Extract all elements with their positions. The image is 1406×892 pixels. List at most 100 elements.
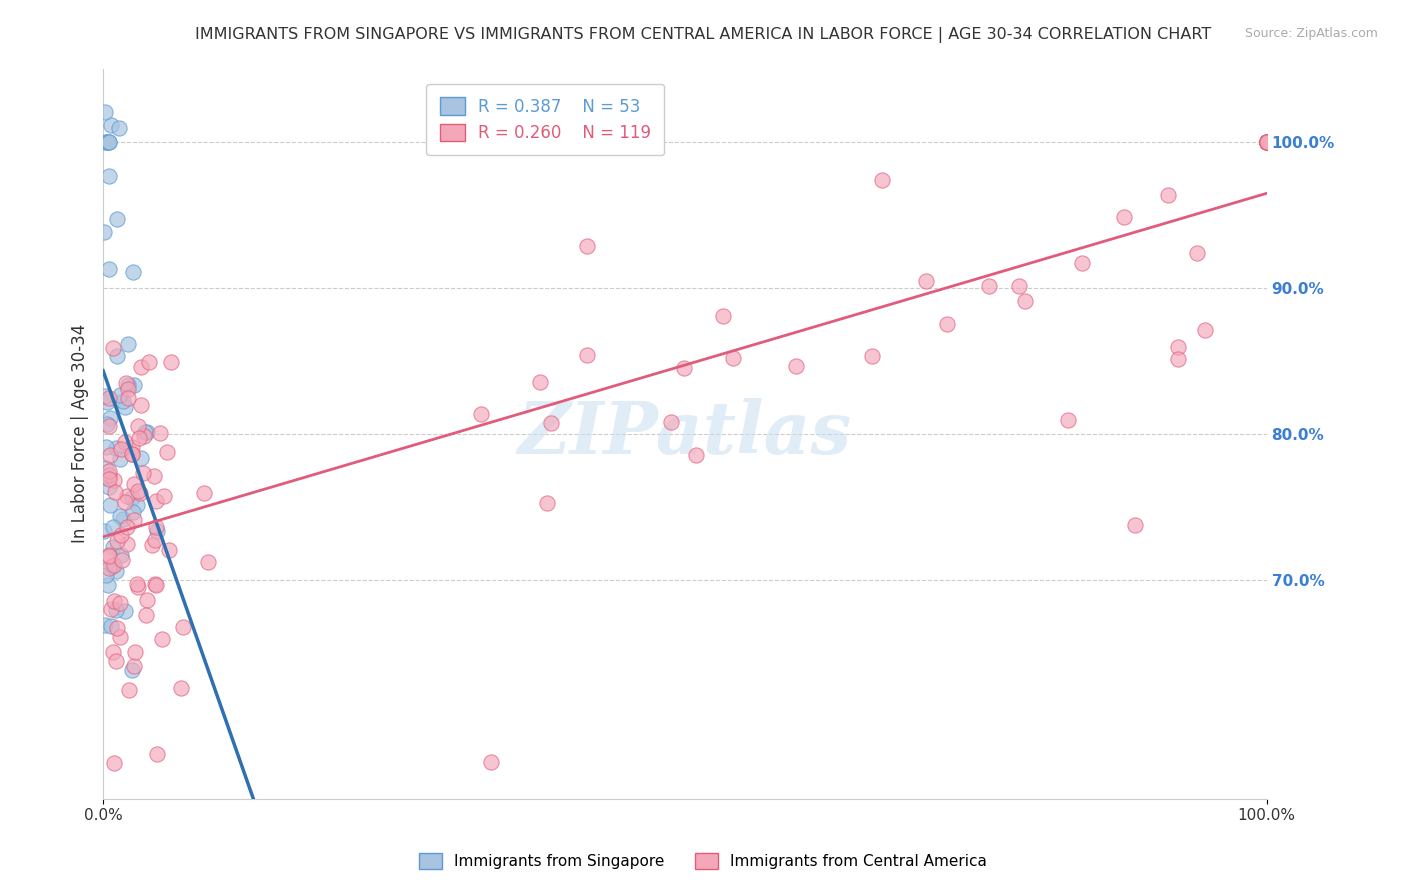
Point xyxy=(117,682,139,697)
Point xyxy=(1256,135,1278,149)
Point xyxy=(129,398,152,412)
Point xyxy=(97,472,120,486)
Point xyxy=(127,483,149,498)
Point xyxy=(104,565,127,579)
Point xyxy=(159,542,181,557)
Point xyxy=(1007,278,1029,293)
Point xyxy=(143,469,166,483)
Point xyxy=(94,105,117,120)
Point xyxy=(149,426,172,441)
Point xyxy=(111,393,134,408)
Text: IMMIGRANTS FROM SINGAPORE VS IMMIGRANTS FROM CENTRAL AMERICA IN LABOR FORCE | AG: IMMIGRANTS FROM SINGAPORE VS IMMIGRANTS … xyxy=(195,27,1211,43)
Y-axis label: In Labor Force | Age 30-34: In Labor Force | Age 30-34 xyxy=(72,324,89,543)
Point xyxy=(97,418,120,433)
Point xyxy=(114,435,136,450)
Point xyxy=(121,447,143,461)
Point xyxy=(101,540,124,554)
Point xyxy=(1256,135,1278,149)
Point xyxy=(138,355,160,369)
Point xyxy=(101,558,124,573)
Point xyxy=(115,489,138,503)
Point xyxy=(128,431,150,445)
Point xyxy=(117,337,139,351)
Point xyxy=(143,577,166,591)
Point xyxy=(117,519,139,533)
Point xyxy=(122,505,145,519)
Point xyxy=(1256,135,1278,149)
Point xyxy=(110,527,132,541)
Point xyxy=(145,524,167,538)
Point xyxy=(98,480,121,494)
Point xyxy=(536,496,558,510)
Text: ZIPatlas: ZIPatlas xyxy=(517,398,852,469)
Point xyxy=(121,447,143,461)
Point xyxy=(1256,135,1278,149)
Legend: Immigrants from Singapore, Immigrants from Central America: Immigrants from Singapore, Immigrants fr… xyxy=(413,847,993,875)
Point xyxy=(132,466,155,480)
Point xyxy=(93,389,115,403)
Point xyxy=(1256,135,1278,149)
Point xyxy=(156,444,179,458)
Point xyxy=(1167,340,1189,354)
Point xyxy=(94,470,117,484)
Point xyxy=(105,654,128,668)
Point xyxy=(1256,135,1278,149)
Point xyxy=(98,498,121,512)
Point xyxy=(197,555,219,569)
Point xyxy=(103,474,125,488)
Point xyxy=(124,476,146,491)
Point xyxy=(1014,294,1036,309)
Point xyxy=(1256,135,1278,149)
Point xyxy=(100,619,122,633)
Point xyxy=(114,604,136,618)
Point xyxy=(575,239,598,253)
Point xyxy=(121,441,143,455)
Point xyxy=(97,549,120,563)
Point xyxy=(94,618,117,632)
Point xyxy=(128,486,150,500)
Point xyxy=(117,382,139,396)
Point xyxy=(117,391,139,405)
Point xyxy=(97,135,120,149)
Point xyxy=(135,425,157,439)
Point xyxy=(105,533,128,548)
Point xyxy=(127,580,149,594)
Point xyxy=(98,448,121,462)
Point xyxy=(1256,135,1278,149)
Point xyxy=(103,341,125,355)
Point xyxy=(97,549,120,563)
Point xyxy=(96,135,118,149)
Point xyxy=(1167,351,1189,366)
Point xyxy=(540,416,562,430)
Point xyxy=(115,536,138,550)
Point xyxy=(711,309,734,323)
Point xyxy=(108,388,131,402)
Point xyxy=(122,377,145,392)
Point xyxy=(117,378,139,392)
Point xyxy=(105,441,128,455)
Point xyxy=(97,135,120,149)
Point xyxy=(979,278,1001,293)
Point xyxy=(150,632,173,647)
Point xyxy=(98,169,121,184)
Point xyxy=(1256,135,1278,149)
Point xyxy=(101,645,124,659)
Point xyxy=(122,265,145,279)
Point xyxy=(1256,135,1278,149)
Point xyxy=(98,262,121,277)
Point xyxy=(108,630,131,644)
Point xyxy=(860,349,883,363)
Point xyxy=(114,401,136,415)
Point xyxy=(145,578,167,592)
Point xyxy=(110,442,132,456)
Text: Source: ZipAtlas.com: Source: ZipAtlas.com xyxy=(1244,27,1378,40)
Point xyxy=(100,118,122,132)
Point xyxy=(110,451,132,466)
Point xyxy=(134,428,156,442)
Point xyxy=(124,645,146,659)
Point xyxy=(103,558,125,572)
Point xyxy=(114,495,136,509)
Point xyxy=(121,491,143,505)
Point xyxy=(100,602,122,616)
Point xyxy=(108,597,131,611)
